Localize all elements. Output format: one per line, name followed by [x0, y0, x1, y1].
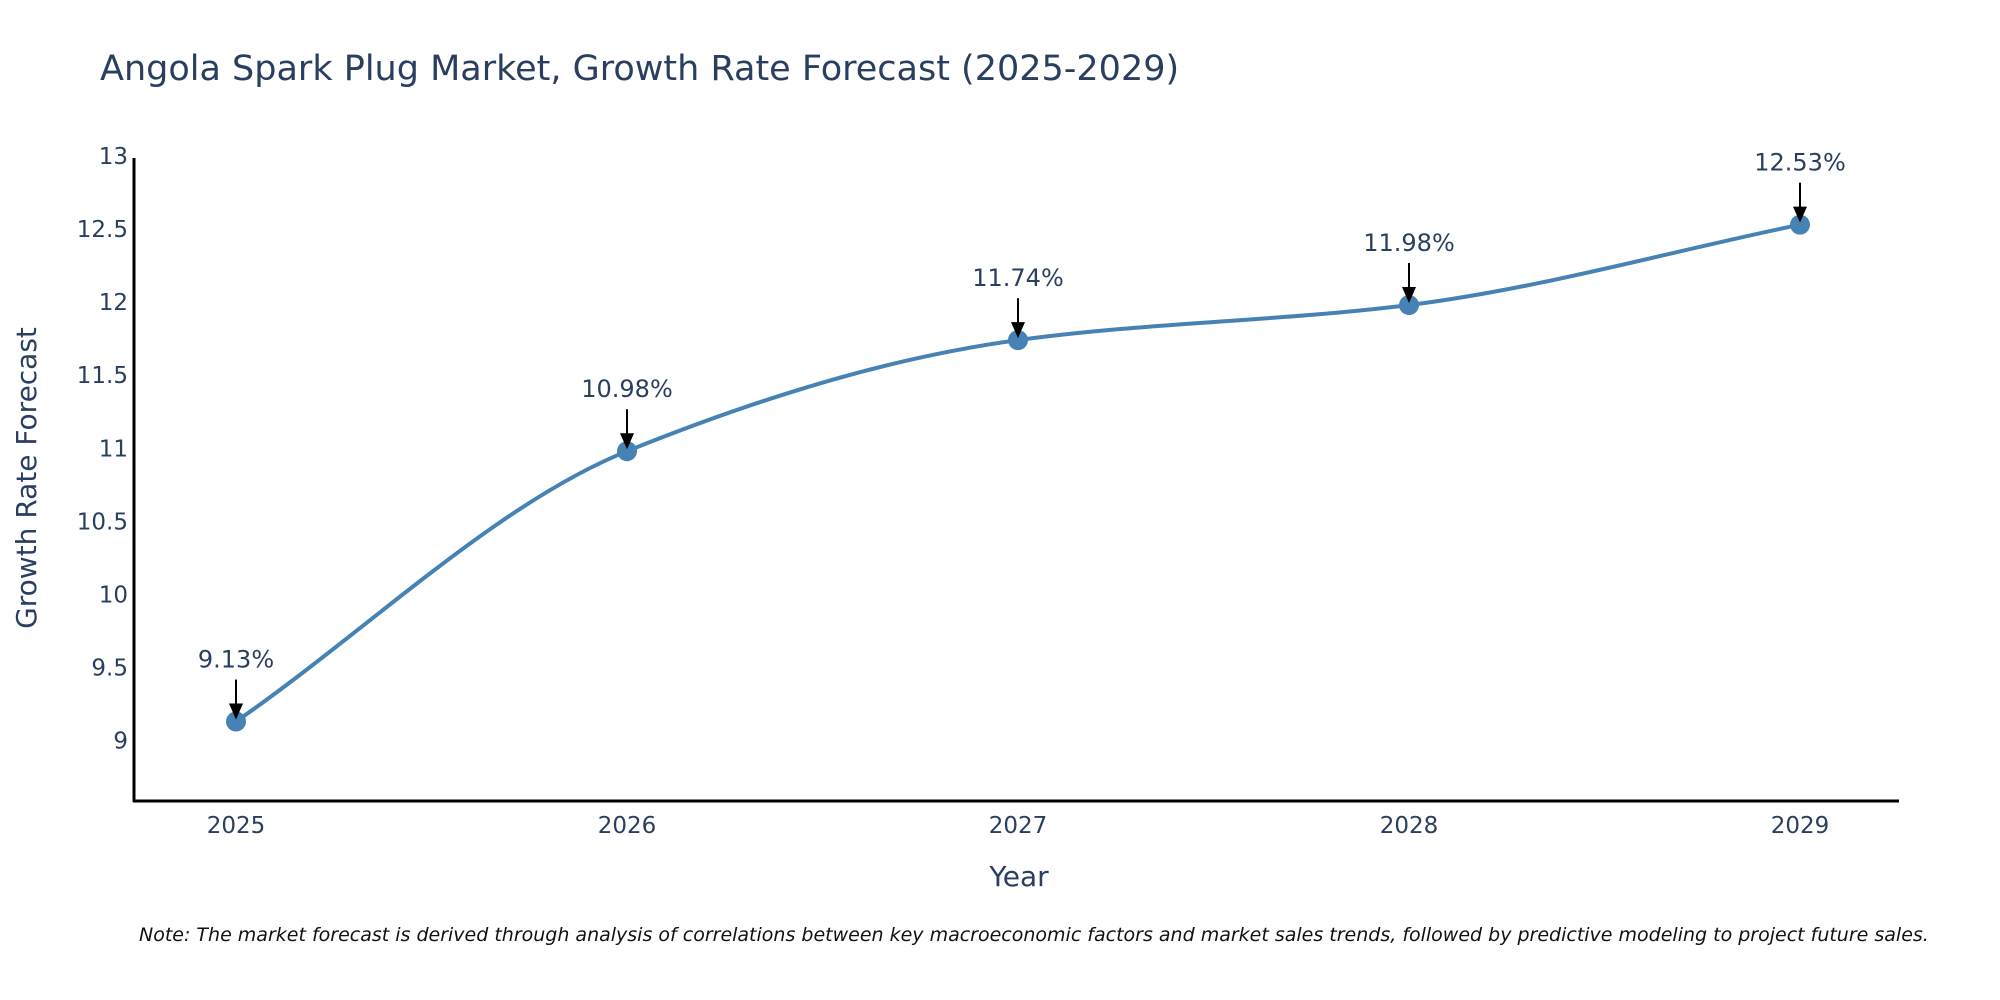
y-tick-label: 13 [99, 144, 128, 170]
data-label: 10.98% [581, 375, 673, 403]
annotation-arrow-head [229, 703, 243, 720]
y-tick-label: 11.5 [77, 363, 128, 389]
data-point [1399, 295, 1419, 316]
data-points [226, 214, 1810, 732]
x-tick-label: 2025 [207, 813, 266, 839]
data-point [226, 711, 246, 732]
y-tick-label: 10.5 [77, 509, 128, 535]
x-tick-label: 2027 [989, 813, 1048, 839]
annotation-arrow-head [1402, 287, 1416, 304]
annotation-arrow-head [1011, 322, 1025, 339]
x-tick-label: 2028 [1380, 813, 1439, 839]
chart-title: Angola Spark Plug Market, Growth Rate Fo… [100, 49, 1179, 89]
data-label: 9.13% [198, 646, 274, 674]
y-tick-label: 11 [99, 436, 128, 462]
annotation-arrow-head [620, 433, 634, 450]
y-tick-label: 12.5 [77, 217, 128, 243]
y-tick-label: 9.5 [91, 655, 128, 681]
data-point [1008, 330, 1028, 351]
y-tick-label: 9 [113, 729, 128, 755]
data-label: 11.98% [1363, 229, 1455, 257]
data-point [1790, 214, 1810, 235]
x-axis-title: Year [988, 860, 1049, 893]
y-axis-title: Growth Rate Forecast [10, 327, 43, 629]
data-label: 12.53% [1754, 149, 1846, 177]
x-tick-labels: 2025 2026 2027 2028 2029 [207, 813, 1830, 839]
y-tick-label: 12 [99, 290, 128, 316]
y-tick-label: 10 [99, 582, 128, 608]
data-label: 11.74% [972, 264, 1064, 292]
data-point [617, 441, 637, 462]
footnote: Note: The market forecast is derived thr… [139, 924, 1929, 946]
y-tick-labels: 9 9.5 10 10.5 11 11.5 12 12.5 13 [77, 144, 128, 755]
x-tick-label: 2029 [1771, 813, 1830, 839]
annotation-arrow-head [1793, 206, 1807, 223]
data-annotations: 9.13% 10.98% 11.74% 11.98% 12.53% [198, 149, 1846, 720]
x-tick-label: 2026 [598, 813, 657, 839]
